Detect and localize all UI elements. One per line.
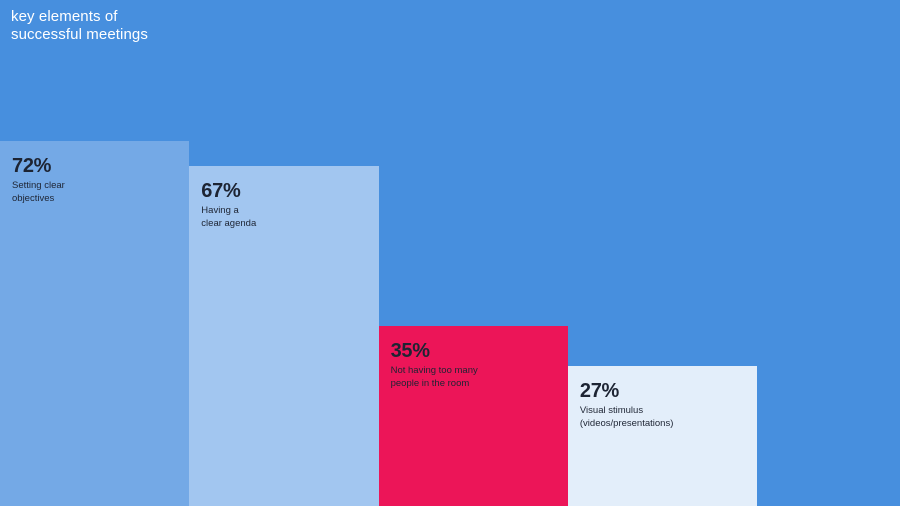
chart-title: key elements of successful meetings <box>11 8 148 44</box>
bar-value-label: 27% <box>579 380 620 402</box>
bar-category-label: Not having too many people in the room <box>390 365 478 389</box>
chart-title-line-1: key elements of <box>11 8 118 25</box>
bar-category-label: Setting clear objectives <box>12 180 65 204</box>
bar-category-label: Visual stimulus (videos/presentations) <box>579 405 674 429</box>
bar-value-label: 35% <box>390 340 430 362</box>
bar-value-label: 67% <box>201 180 241 202</box>
bar-1: 72% Setting clear objectives <box>0 141 190 506</box>
bar-3: 35% Not having too many people in the roo… <box>378 326 568 506</box>
chart-title-line-2: successful meetings <box>11 26 148 43</box>
bar-4: 27% Visual stimulus (videos/presentations… <box>567 366 758 506</box>
bar-2: 67% Having a clear agenda <box>189 166 379 506</box>
bar-category-label: Having a clear agenda <box>201 205 257 229</box>
bar-value-label: 72% <box>12 155 52 177</box>
